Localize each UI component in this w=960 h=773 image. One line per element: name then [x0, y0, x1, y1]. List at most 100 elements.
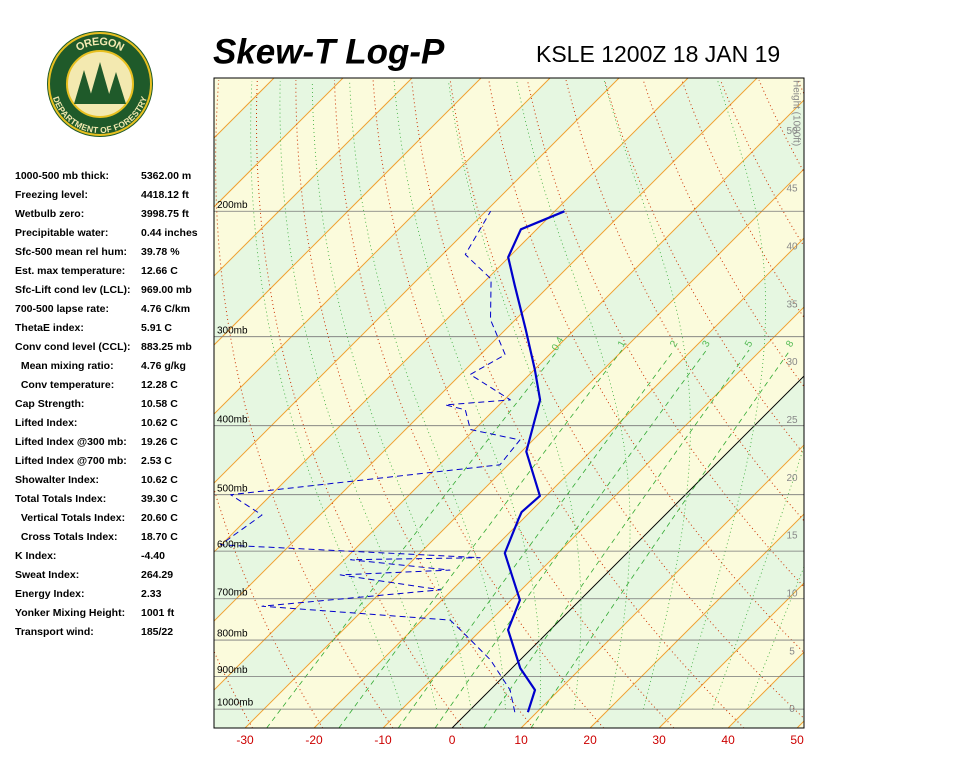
mixing-ratio-line — [530, 349, 791, 728]
index-value: 883.25 mb — [141, 341, 192, 353]
index-value: 12.66 C — [141, 265, 178, 277]
index-label: ThetaE index: — [15, 322, 84, 334]
index-value: 4418.12 ft — [141, 189, 189, 201]
dry-adiabat — [449, 79, 804, 720]
index-value: 5362.00 m — [141, 170, 191, 182]
isotherm-band — [797, 721, 804, 728]
dry-adiabat — [604, 79, 804, 455]
index-label: K Index: — [15, 550, 56, 562]
mixing-ratio-label: 3 — [700, 339, 713, 350]
index-value: 1001 ft — [141, 607, 175, 619]
isotherm — [214, 78, 689, 553]
index-value: 185/22 — [141, 626, 173, 638]
index-value: 20.60 C — [141, 512, 178, 524]
index-value: 10.58 C — [141, 398, 178, 410]
y2-tick-label: 35 — [786, 299, 798, 310]
y-tick-label: 200mb — [217, 200, 248, 211]
y2-tick-label: 45 — [786, 184, 798, 195]
index-label: Cap Strength: — [15, 398, 84, 410]
moist-adiabat — [677, 80, 766, 710]
dry-adiabat — [952, 80, 960, 728]
isotherm — [214, 78, 620, 484]
dry-adiabat — [836, 80, 960, 728]
y2-tick-label: 20 — [786, 473, 798, 484]
x-tick-label: 10 — [514, 733, 528, 747]
index-label: Total Totals Index: — [15, 493, 106, 505]
index-label: Sfc-500 mean rel hum: — [15, 246, 127, 258]
isotherm — [382, 306, 804, 728]
index-label: Sweat Index: — [15, 569, 79, 581]
index-value: 2.33 — [141, 588, 162, 600]
y-tick-label: 600mb — [217, 540, 248, 551]
logo-top-text: OREGON — [74, 36, 126, 54]
dewpoint-line — [220, 211, 521, 713]
isotherm — [658, 582, 804, 728]
moist-adiabat — [516, 81, 631, 710]
index-label: Cross Totals Index: — [15, 531, 118, 543]
isotherm — [796, 720, 804, 728]
mixing-ratio-label: 5 — [743, 339, 756, 350]
x-tick-label: -30 — [236, 733, 254, 747]
y-tick-label: 500mb — [217, 483, 248, 494]
y2-axis-label: Height (1000ft) — [790, 80, 801, 146]
mixing-ratio-label: 2 — [668, 339, 681, 350]
chart-title: Skew-T Log-P — [213, 32, 445, 71]
y2-tick-label: 0 — [789, 704, 795, 715]
logo: OREGON DEPARTMENT OF FORESTRY — [47, 31, 153, 137]
plot-area — [214, 78, 960, 728]
y2-tick-label: 10 — [786, 588, 798, 599]
x-tick-label: 20 — [583, 733, 597, 747]
x-tick-labels: -30 -20 -10 0 10 20 30 40 50 — [236, 733, 804, 747]
index-value: 4.76 g/kg — [141, 360, 186, 372]
y2-tick-label: 5 — [789, 646, 795, 657]
index-value: 10.62 C — [141, 474, 178, 486]
dry-adiabat — [913, 80, 960, 728]
x-tick-label: 30 — [652, 733, 666, 747]
isotherm — [214, 99, 804, 691]
dry-adiabat — [797, 79, 804, 95]
index-label: Lifted Index: — [15, 417, 77, 429]
y-tick-label: 300mb — [217, 325, 248, 336]
index-label: Conv temperature: — [15, 379, 114, 391]
index-value: 39.30 C — [141, 493, 178, 505]
dry-adiabat — [215, 79, 394, 728]
mixing-ratio-line — [483, 349, 750, 728]
index-label: Vertical Totals Index: — [15, 512, 125, 524]
index-value: 3998.75 ft — [141, 208, 189, 220]
logo-ring-edge — [48, 32, 152, 136]
isotherm — [214, 78, 344, 208]
y-tick-label: 800mb — [217, 629, 248, 640]
x-tick-label: 0 — [449, 733, 456, 747]
dry-adiabat — [719, 79, 804, 248]
chart-subtitle: KSLE 1200Z 18 JAN 19 — [536, 41, 780, 67]
index-value: 2.53 C — [141, 455, 172, 467]
y2-tick-label: 30 — [786, 357, 798, 368]
logo-top-text-path: OREGON — [74, 36, 126, 54]
index-label: Showalter Index: — [15, 474, 99, 486]
index-value: 5.91 C — [141, 322, 172, 334]
isotherm — [520, 444, 804, 728]
y2-tick-label: 25 — [786, 415, 798, 426]
mixing-ratio-line — [266, 349, 559, 728]
temperature-line — [503, 210, 565, 713]
index-label: Est. max temperature: — [15, 265, 125, 277]
moist-adiabat — [349, 81, 506, 710]
isotherm — [214, 78, 758, 622]
index-value: -4.40 — [141, 550, 165, 562]
y2-tick-label: 15 — [786, 531, 798, 542]
indices-table: 1000-500 mb thick: 5362.00 m Freezing leve… — [15, 170, 198, 638]
mixing-ratio-label: 1 — [616, 339, 629, 350]
y-tick-label: 1000mb — [217, 698, 254, 709]
index-label: 1000-500 mb thick: — [15, 170, 109, 182]
index-label: Transport wind: — [15, 626, 94, 638]
dry-adiabat — [372, 79, 675, 728]
y-tick-label: 900mb — [217, 665, 248, 676]
isotherm — [214, 78, 551, 415]
index-value: 12.28 C — [141, 379, 178, 391]
index-label: Precipitable water: — [15, 227, 108, 239]
index-value: 10.62 C — [141, 417, 178, 429]
plot-frame — [213, 77, 805, 729]
dry-adiabat — [334, 79, 604, 728]
